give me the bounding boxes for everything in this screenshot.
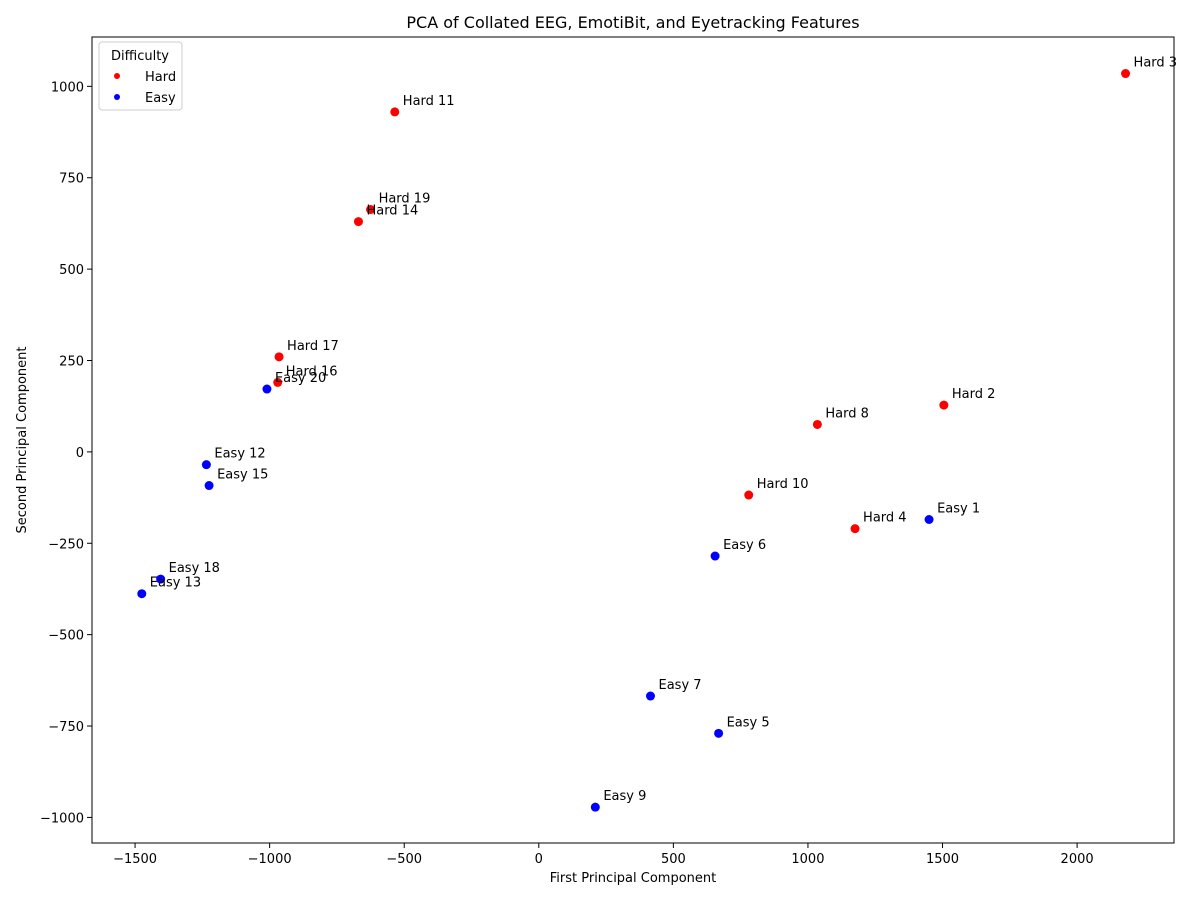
data-point [274, 352, 284, 362]
data-point [366, 205, 376, 215]
point-label: Easy 13 [150, 576, 201, 591]
data-point [812, 419, 822, 429]
x-tick-label: 2000 [1061, 852, 1094, 867]
data-point [390, 107, 400, 117]
point-label: Hard 10 [757, 477, 809, 492]
point-label: Easy 7 [658, 678, 701, 693]
x-axis-ticks: −1500 −1000 −500 0 500 1000 1500 2000 [113, 843, 1094, 867]
x-tick-label: −500 [386, 852, 422, 867]
data-point [645, 691, 655, 701]
plot-area [91, 36, 1175, 844]
point-label: Easy 1 [937, 502, 980, 517]
chart-title: PCA of Collated EEG, EmotiBit, and Eyetr… [406, 13, 859, 32]
data-point [590, 802, 600, 812]
legend-marker-easy [114, 94, 120, 100]
point-label: Hard 19 [379, 192, 431, 207]
data-point [850, 524, 860, 534]
y-axis-label: Second Principal Component [15, 347, 30, 534]
legend-title: Difficulty [111, 49, 169, 64]
point-label: Easy 15 [217, 468, 268, 483]
data-point [204, 481, 214, 491]
data-point [137, 589, 147, 599]
data-point [714, 728, 724, 738]
data-point [262, 384, 272, 394]
point-label: Hard 16 [286, 364, 338, 379]
y-tick-label: −1000 [40, 811, 84, 826]
data-point [939, 400, 949, 410]
point-label: Easy 20 [275, 371, 326, 386]
data-point [710, 551, 720, 561]
point-label: Easy 6 [723, 538, 766, 553]
data-point [924, 515, 934, 525]
x-tick-label: 1000 [791, 852, 824, 867]
data-point [273, 377, 283, 387]
y-tick-label: 250 [59, 354, 84, 369]
point-label: Hard 14 [366, 204, 418, 219]
legend-label-easy: Easy [145, 91, 176, 106]
y-tick-label: 500 [59, 263, 84, 278]
point-label: Hard 11 [403, 94, 455, 109]
x-tick-label: 1500 [926, 852, 959, 867]
data-point [353, 217, 363, 227]
y-tick-label: 0 [76, 446, 84, 461]
legend-box [98, 41, 183, 111]
point-label: Hard 17 [287, 339, 339, 354]
legend: Difficulty Hard Easy [98, 41, 183, 111]
point-label: Easy 9 [603, 789, 646, 804]
y-tick-label: −250 [48, 537, 84, 552]
legend-marker-hard [114, 73, 120, 79]
scatter-points [137, 69, 1131, 812]
data-point [156, 574, 166, 584]
y-axis-ticks: −1000 −750 −500 −250 0 250 500 750 1000 [40, 80, 92, 826]
data-point [1121, 69, 1131, 79]
data-point [201, 460, 211, 470]
y-tick-label: −500 [48, 629, 84, 644]
point-label: Hard 3 [1134, 56, 1178, 71]
x-tick-label: −1000 [248, 852, 292, 867]
point-label: Hard 8 [825, 406, 869, 421]
point-label: Easy 5 [727, 715, 770, 730]
data-point [744, 490, 754, 500]
x-axis-label: First Principal Component [550, 871, 717, 886]
point-label: Easy 18 [169, 561, 220, 576]
y-tick-label: −750 [48, 720, 84, 735]
point-label: Easy 12 [214, 447, 265, 462]
y-tick-label: 1000 [51, 80, 84, 95]
x-tick-label: −1500 [113, 852, 157, 867]
point-label: Hard 4 [863, 511, 907, 526]
x-tick-label: 0 [535, 852, 543, 867]
point-label: Hard 2 [952, 387, 996, 402]
y-tick-label: 750 [59, 172, 84, 187]
x-tick-label: 500 [661, 852, 686, 867]
legend-label-hard: Hard [145, 70, 176, 85]
